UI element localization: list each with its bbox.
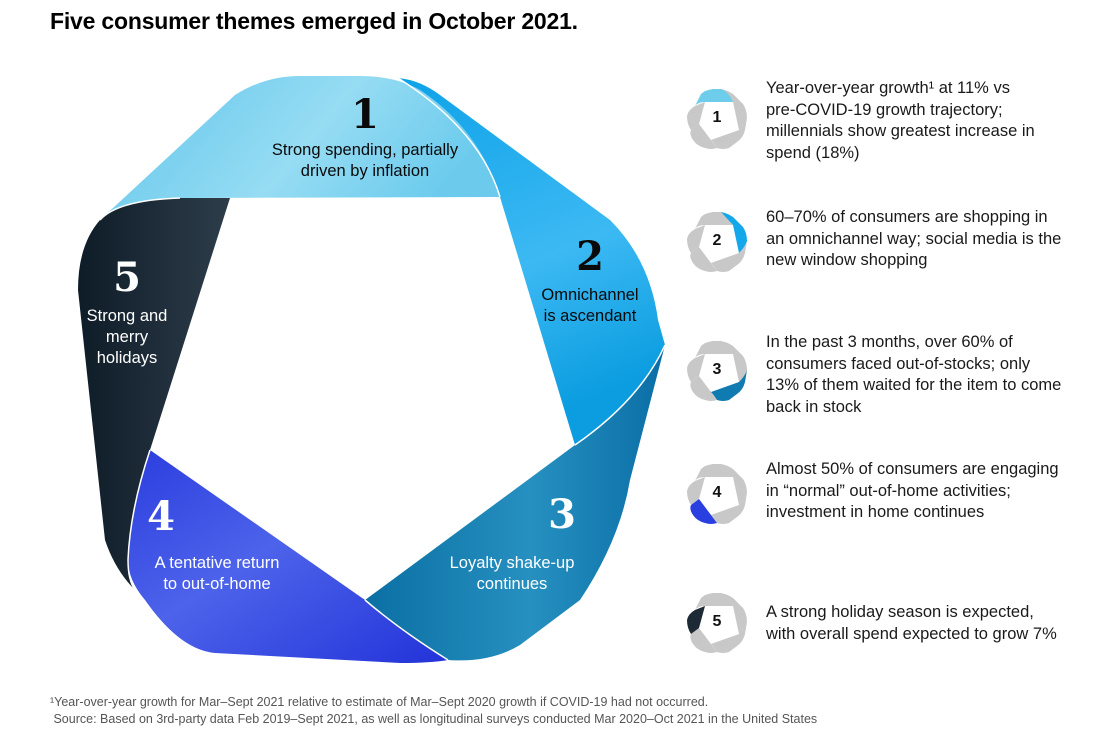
- legend-text-5: A strong holiday season is expected, wit…: [766, 603, 1057, 643]
- footnote-definition: ¹Year-over-year growth for Mar–Sept 2021…: [50, 695, 709, 709]
- segment-4-shape: [128, 450, 448, 663]
- footnote-source: Source: Based on 3rd-party data Feb 2019…: [50, 712, 818, 726]
- segment-3-shape: [365, 345, 665, 661]
- segment-3-number: 3: [548, 491, 576, 538]
- segment-4-label: A tentative return to out-of-home: [154, 554, 280, 593]
- legend-number-4: 4: [712, 484, 722, 501]
- segment-1-shape: [100, 76, 500, 220]
- segment-2-number: 2: [576, 233, 604, 280]
- legend-text-4: Almost 50% of consumers are engaging in …: [766, 460, 1059, 521]
- legend-text-1: Year-over-year growth¹ at 11% vs pre-COV…: [766, 79, 1035, 162]
- ribbon-mini-icon-5: 5: [683, 588, 751, 656]
- segment-2-label: Omnichannel is ascendant: [541, 286, 639, 325]
- page-title: Five consumer themes emerged in October …: [50, 8, 578, 34]
- legend-text-2: 60–70% of consumers are shopping in an o…: [766, 208, 1062, 269]
- ribbon-mini-icon-3: 3: [683, 336, 751, 404]
- segment-4-number: 4: [147, 493, 175, 540]
- segment-5-number: 5: [113, 254, 141, 301]
- ribbon-shape: [78, 76, 666, 663]
- ribbon-mini-icon-1: 1: [683, 84, 751, 152]
- legend-number-2: 2: [712, 232, 722, 249]
- footnote: ¹Year-over-year growth for Mar–Sept 2021…: [50, 694, 817, 728]
- legend-text-3: In the past 3 months, over 60% of consum…: [766, 333, 1062, 416]
- ribbon-mini-icon-4: 4: [683, 459, 751, 527]
- segment-5-shape: [78, 198, 230, 590]
- segment-1-label: Strong spending, partially driven by inf…: [271, 141, 459, 180]
- segment-1-number: 1: [351, 91, 379, 138]
- segment-3-label: Loyalty shake-up continues: [449, 554, 575, 593]
- legend-number-3: 3: [712, 361, 722, 378]
- legend-number-1: 1: [712, 109, 722, 126]
- legend-number-5: 5: [712, 613, 722, 630]
- ribbon-mini-icon-2: 2: [683, 207, 751, 275]
- themes-ribbon-diagram: 1 Strong spending, partially driven by i…: [78, 76, 666, 663]
- segment-5-label: Strong and merry holidays: [86, 307, 168, 367]
- segment-2-shape: [398, 78, 665, 445]
